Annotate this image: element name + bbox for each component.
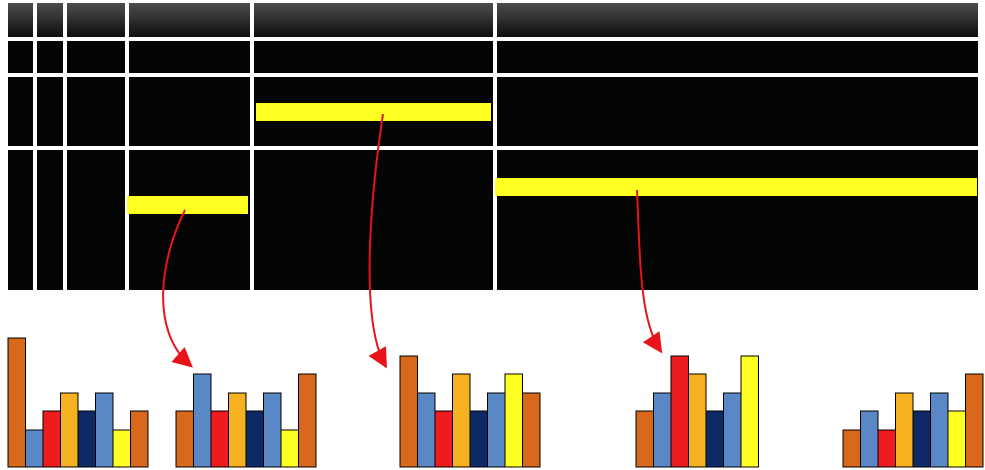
bar: [895, 392, 914, 468]
bar: [210, 410, 229, 468]
bar: [877, 429, 896, 468]
bar: [228, 392, 247, 468]
bar: [175, 410, 194, 468]
bar: [947, 410, 966, 468]
bar: [522, 392, 541, 468]
bar: [112, 429, 131, 468]
highlight-bar: [127, 196, 248, 214]
bar: [434, 410, 453, 468]
bar: [60, 392, 79, 468]
bar: [452, 373, 471, 468]
bar: [193, 373, 212, 468]
bar: [930, 392, 949, 468]
arrows: [162, 113, 663, 369]
bar: [504, 373, 523, 468]
arrow: [636, 189, 663, 354]
bar: [469, 410, 488, 468]
bar: [399, 355, 418, 468]
bar: [42, 410, 61, 468]
feature-maps: [8, 3, 978, 290]
bar: [688, 373, 707, 468]
bar: [635, 410, 654, 468]
bar: [95, 392, 114, 468]
histogram: [399, 355, 541, 468]
histograms: [7, 337, 984, 468]
separators: [8, 3, 978, 290]
bar: [417, 392, 436, 468]
bar: [245, 410, 264, 468]
histogram: [635, 355, 759, 468]
bar: [298, 373, 317, 468]
bar: [740, 355, 759, 468]
histogram: [175, 373, 317, 468]
bar: [723, 392, 742, 468]
bar: [705, 410, 724, 468]
bar: [670, 355, 689, 468]
bar: [653, 392, 672, 468]
arrow: [368, 113, 387, 369]
bar: [842, 429, 861, 468]
bar: [860, 410, 879, 468]
bar: [25, 429, 44, 468]
bar: [487, 392, 506, 468]
bar: [130, 410, 149, 468]
bar: [77, 410, 96, 468]
histogram: [7, 337, 149, 468]
bar: [7, 337, 26, 468]
highlight-bar: [495, 178, 977, 196]
bar: [965, 373, 984, 468]
bar: [263, 392, 282, 468]
arrow: [162, 209, 194, 368]
histogram: [842, 373, 984, 468]
bar: [912, 410, 931, 468]
bar: [280, 429, 299, 468]
highlight-bar: [256, 103, 491, 121]
